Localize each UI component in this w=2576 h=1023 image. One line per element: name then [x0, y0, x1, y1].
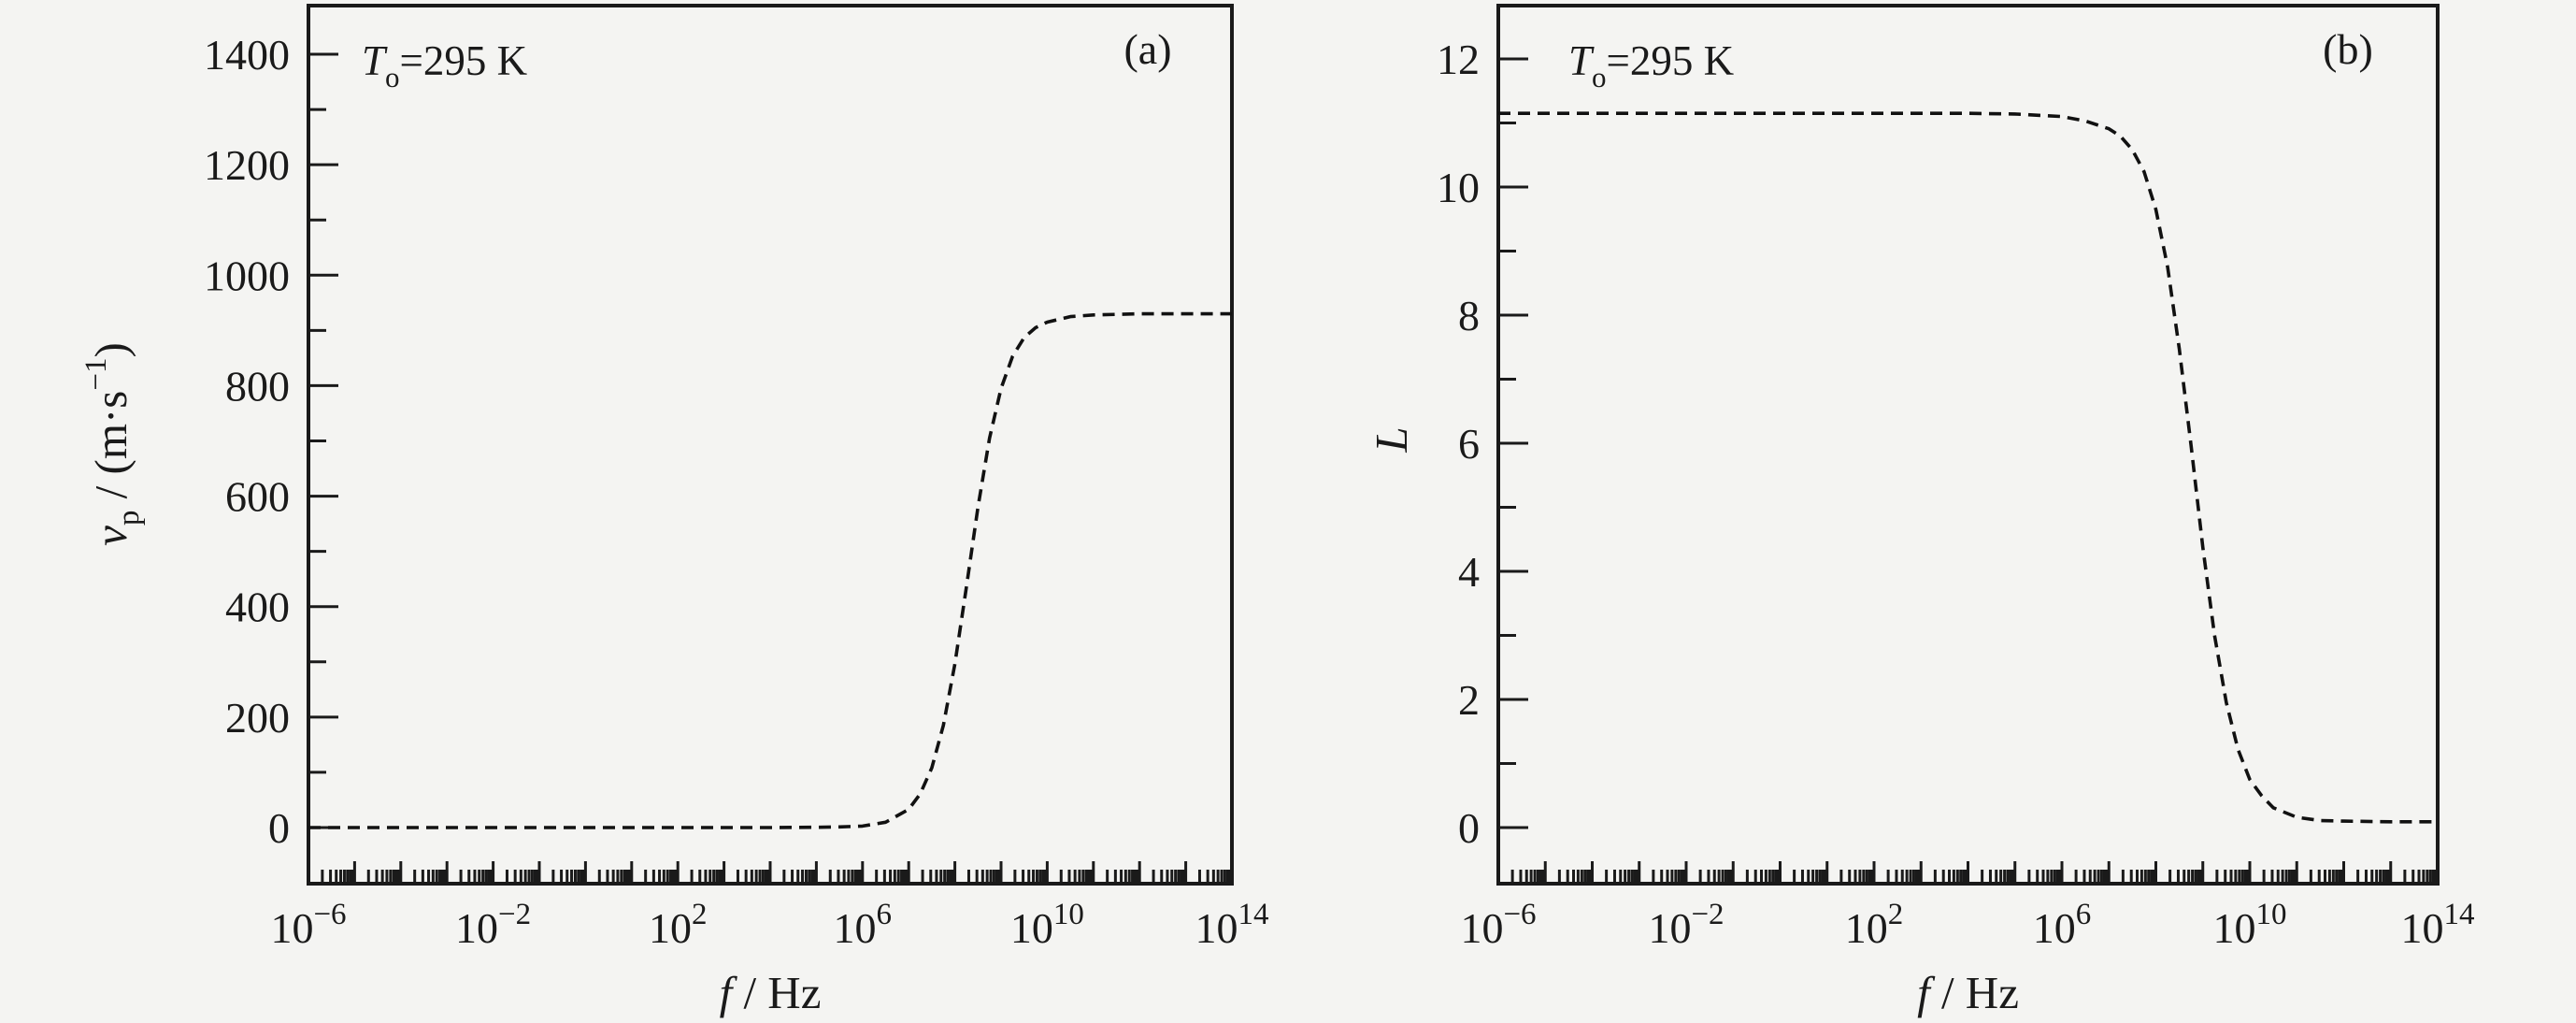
text-segment: p — [112, 511, 146, 526]
panel-tag: (a) — [1123, 25, 1171, 73]
y-tick-label: 12 — [1437, 36, 1480, 83]
y-tick-label: 0 — [268, 804, 290, 852]
text-segment: / (m·s — [85, 391, 136, 511]
mantissa: 10 — [2033, 904, 2076, 952]
exponent: 10 — [2256, 898, 2287, 931]
y-ticks — [1500, 57, 1528, 829]
text-segment: ) — [85, 342, 136, 357]
mantissa: 10 — [1195, 904, 1238, 952]
y-tick-label: 1400 — [204, 31, 290, 79]
mantissa: 10 — [1460, 904, 1503, 952]
text-segment: T — [1568, 37, 1595, 84]
y-tick-label: 200 — [225, 694, 290, 742]
exponent: 6 — [2076, 898, 2092, 931]
mantissa: 10 — [455, 904, 498, 952]
x-ticks — [1496, 861, 2440, 882]
exponent: 2 — [1888, 898, 1904, 931]
mantissa: 10 — [1010, 904, 1053, 952]
y-tick-label: 1000 — [204, 252, 290, 299]
y-tick-label: 8 — [1458, 292, 1480, 339]
exponent: −2 — [1691, 898, 1724, 931]
y-axis-label: vp / (m·s−1) — [79, 342, 146, 546]
x-tick-label: 1014 — [1195, 898, 1269, 952]
x-axis-label: f / Hz — [1917, 967, 2019, 1018]
y-tick-label: 10 — [1437, 164, 1480, 211]
text-segment: / Hz — [1930, 967, 2019, 1018]
exponent: 10 — [1053, 898, 1084, 931]
mantissa: 10 — [1648, 904, 1691, 952]
y-tick-label: 6 — [1458, 420, 1480, 468]
x-tick-label: 102 — [1845, 898, 1904, 952]
data-curve-a — [308, 311, 1232, 829]
mantissa: 10 — [270, 904, 313, 952]
mantissa: 10 — [2401, 904, 2444, 952]
text-segment: = — [400, 37, 423, 84]
y-tick-label: 400 — [225, 584, 290, 631]
x-tick-label: 10−6 — [1460, 898, 1536, 952]
x-tick-label: 1014 — [2401, 898, 2475, 952]
y-tick-label: 0 — [1458, 804, 1480, 852]
mantissa: 10 — [1845, 904, 1888, 952]
y-tick-label: 1200 — [204, 141, 290, 189]
x-tick-label: 10−2 — [1648, 898, 1724, 952]
x-tick-label: 10−2 — [455, 898, 531, 952]
exponent: 14 — [1238, 898, 1269, 931]
panel-tag: (b) — [2323, 25, 2373, 73]
y-tick-label: 800 — [225, 362, 290, 410]
text-segment: o — [385, 61, 400, 94]
y-axis-label: L — [1366, 426, 1417, 453]
panel-annotation: To=295 K — [1568, 37, 1735, 94]
text-segment: v — [85, 526, 136, 546]
x-ticks — [307, 861, 1234, 882]
x-tick-label: 102 — [649, 898, 708, 952]
text-segment: / Hz — [732, 967, 821, 1018]
data-curve-b — [1498, 111, 2438, 824]
text-segment: 295 K — [1630, 37, 1735, 84]
exponent: 6 — [877, 898, 893, 931]
mantissa: 10 — [649, 904, 692, 952]
text-segment: T — [362, 37, 388, 84]
mantissa: 10 — [834, 904, 877, 952]
x-tick-label: 1010 — [1010, 898, 1084, 952]
x-axis-label: f / Hz — [720, 967, 822, 1018]
x-tick-label: 10−6 — [270, 898, 346, 952]
axis-frame — [307, 4, 1234, 886]
text-segment: −1 — [79, 358, 113, 391]
mantissa: 10 — [2213, 904, 2256, 952]
exponent: −6 — [313, 898, 346, 931]
exponent: −6 — [1503, 898, 1536, 931]
x-tick-label: 1010 — [2213, 898, 2287, 952]
y-ticks — [310, 52, 338, 829]
text-segment: L — [1366, 426, 1417, 453]
text-segment: o — [1592, 61, 1607, 94]
panel-a: 10−6 10−2 102 106 1010 1014020040060080010001… — [79, 4, 1269, 1018]
x-tick-label: 106 — [2033, 898, 2092, 952]
y-tick-label: 4 — [1458, 548, 1480, 596]
y-tick-label: 2 — [1458, 676, 1480, 724]
exponent: −2 — [498, 898, 531, 931]
exponent: 2 — [692, 898, 708, 931]
axis-frame — [1496, 4, 2440, 886]
text-segment: 295 K — [423, 37, 528, 84]
panel-annotation: To=295 K — [362, 37, 528, 94]
exponent: 14 — [2444, 898, 2475, 931]
text-segment: = — [1607, 37, 1630, 84]
x-tick-label: 106 — [834, 898, 893, 952]
y-tick-label: 600 — [225, 473, 290, 521]
